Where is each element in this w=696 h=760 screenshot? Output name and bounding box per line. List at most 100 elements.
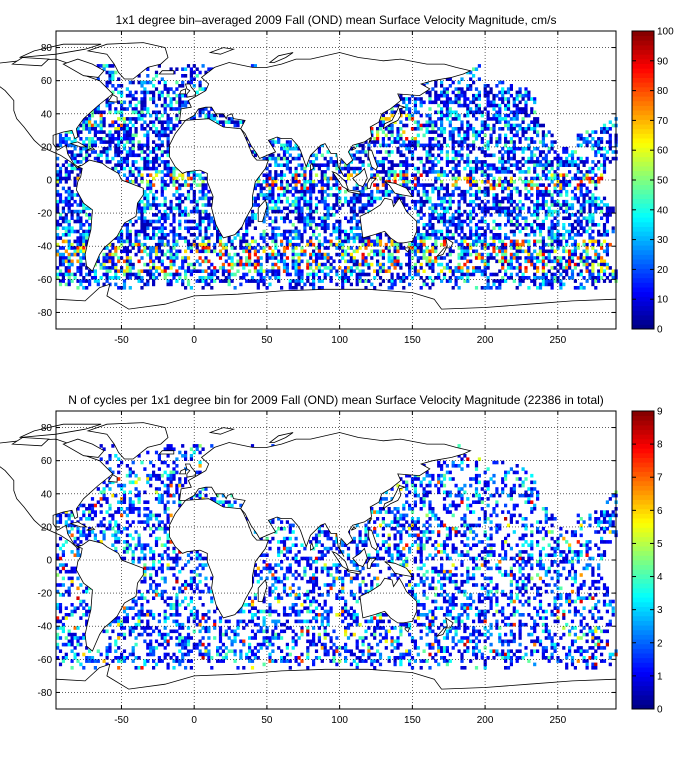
data-cell xyxy=(146,67,150,71)
data-cell xyxy=(506,193,511,197)
data-cell xyxy=(111,259,115,264)
data-cell xyxy=(605,242,609,247)
data-cell xyxy=(431,226,435,230)
data-cell xyxy=(88,130,92,134)
data-cell xyxy=(536,252,540,257)
data-cell xyxy=(280,170,284,174)
data-cell xyxy=(504,120,508,124)
data-cell xyxy=(431,130,435,134)
data-cell xyxy=(437,127,441,131)
data-cell xyxy=(70,229,74,234)
data-cell xyxy=(361,279,365,283)
data-cell xyxy=(143,216,147,220)
data-cell xyxy=(245,259,249,264)
data-cell xyxy=(405,103,409,108)
colorbar-segment xyxy=(632,245,654,251)
data-cell xyxy=(67,242,71,247)
data-cell xyxy=(585,262,589,267)
data-cell xyxy=(207,236,211,240)
data-cell xyxy=(297,213,301,217)
data-cell xyxy=(533,242,537,247)
data-cell xyxy=(384,189,388,194)
data-cell xyxy=(297,233,301,237)
data-cell xyxy=(122,123,127,128)
data-cell xyxy=(530,229,534,234)
data-cell xyxy=(405,97,409,101)
data-cell xyxy=(457,186,461,191)
data-cell xyxy=(442,276,447,280)
data-cell xyxy=(175,113,179,118)
data-cell xyxy=(262,282,266,287)
data-cell xyxy=(431,249,435,254)
data-cell xyxy=(600,140,604,144)
data-cell xyxy=(474,107,479,111)
data-cell xyxy=(547,176,551,181)
data-cell xyxy=(361,160,365,164)
data-cell xyxy=(376,196,380,201)
data-cell xyxy=(181,74,185,78)
data-cell xyxy=(376,236,380,240)
data-cell xyxy=(85,213,89,217)
data-cell xyxy=(602,249,607,254)
data-cell xyxy=(492,203,496,207)
data-cell xyxy=(70,150,74,154)
data-cell xyxy=(76,239,80,244)
data-cell xyxy=(169,259,173,264)
data-cell xyxy=(282,236,287,240)
data-cell xyxy=(483,127,487,131)
data-cell xyxy=(582,176,586,181)
data-cell xyxy=(541,242,545,247)
data-cell xyxy=(169,266,173,270)
data-cell xyxy=(600,146,604,151)
data-cell xyxy=(125,107,129,111)
data-cell xyxy=(303,219,307,224)
data-cell xyxy=(198,219,202,224)
data-cell xyxy=(512,239,516,244)
data-cell xyxy=(492,233,496,237)
data-cell xyxy=(198,216,202,220)
data-cell xyxy=(457,252,461,257)
data-cell xyxy=(204,87,208,91)
data-cell xyxy=(346,203,351,207)
data-cell xyxy=(466,173,470,177)
data-cell xyxy=(518,170,522,174)
data-cell xyxy=(361,269,365,273)
data-cell xyxy=(428,216,432,220)
data-cell xyxy=(602,239,607,244)
data-cell xyxy=(390,256,394,260)
data-cell xyxy=(178,193,182,197)
data-cell xyxy=(140,206,144,211)
data-cell xyxy=(387,150,391,154)
data-cell xyxy=(207,189,211,194)
data-cell xyxy=(198,262,202,267)
data-cell xyxy=(530,160,534,164)
data-cell xyxy=(428,226,432,230)
data-cell xyxy=(146,166,150,171)
data-cell xyxy=(204,216,208,220)
data-cell xyxy=(515,93,519,98)
data-cell xyxy=(530,156,534,161)
data-cell xyxy=(431,279,435,283)
data-cell xyxy=(317,150,321,154)
data-cell xyxy=(216,276,220,280)
data-cell xyxy=(268,269,272,273)
data-cell xyxy=(230,266,234,270)
data-cell xyxy=(498,279,502,283)
data-cell xyxy=(160,133,164,138)
data-cell xyxy=(454,229,458,234)
data-cell xyxy=(134,219,138,224)
data-cell xyxy=(85,117,89,121)
data-cell xyxy=(227,262,231,267)
data-cell xyxy=(431,127,435,131)
data-cell xyxy=(181,259,185,264)
data-cell xyxy=(137,173,141,177)
data-cell xyxy=(579,206,583,211)
data-cell xyxy=(140,173,144,177)
data-cell xyxy=(504,236,508,240)
data-cell xyxy=(393,180,397,184)
data-cell xyxy=(277,173,281,177)
data-cell xyxy=(384,242,388,247)
data-cell xyxy=(358,193,362,197)
data-cell xyxy=(504,133,508,138)
data-cell xyxy=(463,246,467,250)
